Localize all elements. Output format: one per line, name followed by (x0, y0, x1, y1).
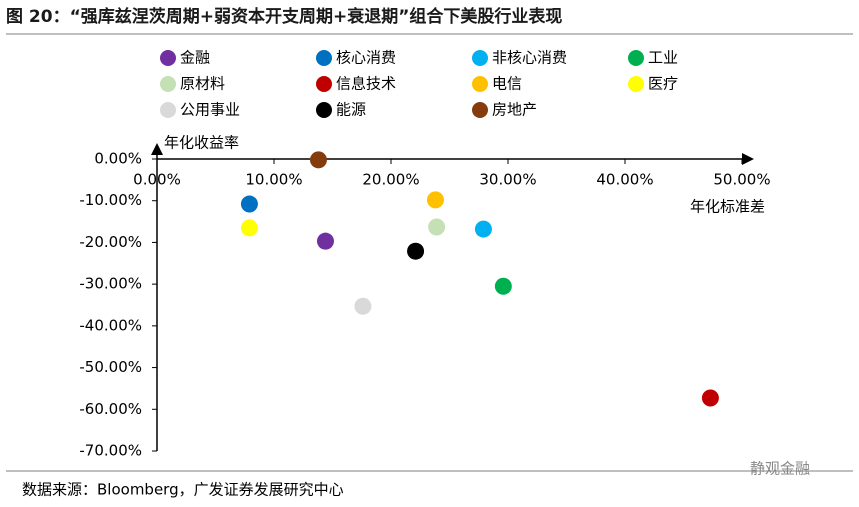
x-tick-label: 0.00% (133, 171, 181, 189)
x-tick-label: 40.00% (596, 171, 653, 189)
watermark: 静观金融 (750, 460, 810, 478)
legend-marker (472, 102, 488, 118)
legend-marker (316, 102, 332, 118)
y-tick-label: -10.00% (79, 191, 142, 209)
point (701, 389, 719, 407)
legend-label: 非核心消费 (492, 49, 567, 67)
legend-marker (628, 76, 644, 92)
point (426, 191, 444, 209)
legend-marker (316, 50, 332, 66)
x-tick-label: 30.00% (479, 171, 536, 189)
x-axis-arrow (742, 153, 754, 165)
point (316, 232, 334, 250)
point (240, 195, 258, 213)
x-tick-label: 50.00% (713, 171, 770, 189)
legend-label: 工业 (648, 49, 678, 67)
source: 数据来源：Bloomberg，广发证券发展研究中心 (22, 481, 344, 499)
legend-label: 电信 (492, 75, 522, 93)
x-tick-label: 10.00% (245, 171, 302, 189)
point (428, 218, 446, 236)
point (354, 297, 372, 315)
y-tick-label: -20.00% (79, 233, 142, 251)
y-tick-label: -40.00% (79, 316, 142, 334)
legend-marker (316, 76, 332, 92)
x-axis-label: 年化标准差 (690, 198, 765, 216)
y-tick-label: -50.00% (79, 358, 142, 376)
point (494, 277, 512, 295)
point (309, 151, 327, 169)
legend-marker (160, 50, 176, 66)
legend-label: 房地产 (492, 101, 537, 119)
point (474, 220, 492, 238)
legend-label: 金融 (180, 49, 210, 67)
y-axis-label: 年化收益率 (164, 134, 239, 152)
legend-marker (472, 76, 488, 92)
y-tick-label: -30.00% (79, 275, 142, 293)
legend-marker (160, 102, 176, 118)
legend-label: 信息技术 (336, 75, 396, 93)
legend-marker (628, 50, 644, 66)
legend-marker (160, 76, 176, 92)
y-axis-arrow (151, 143, 163, 155)
legend-marker (472, 50, 488, 66)
legend-label: 核心消费 (336, 49, 396, 67)
legend-label: 原材料 (180, 75, 225, 93)
y-tick-label: -70.00% (79, 442, 142, 460)
y-tick-label: -60.00% (79, 400, 142, 418)
point (240, 219, 258, 237)
x-tick-label: 20.00% (362, 171, 419, 189)
chart-title: 图 20：“强库兹涅茨周期+弱资本开支周期+衰退期”组合下美股行业表现 (6, 6, 562, 27)
legend-label: 能源 (336, 101, 366, 119)
legend-label: 医疗 (648, 75, 678, 93)
point (407, 242, 425, 260)
legend-label: 公用事业 (180, 101, 240, 119)
y-tick-label: 0.00% (94, 150, 142, 168)
